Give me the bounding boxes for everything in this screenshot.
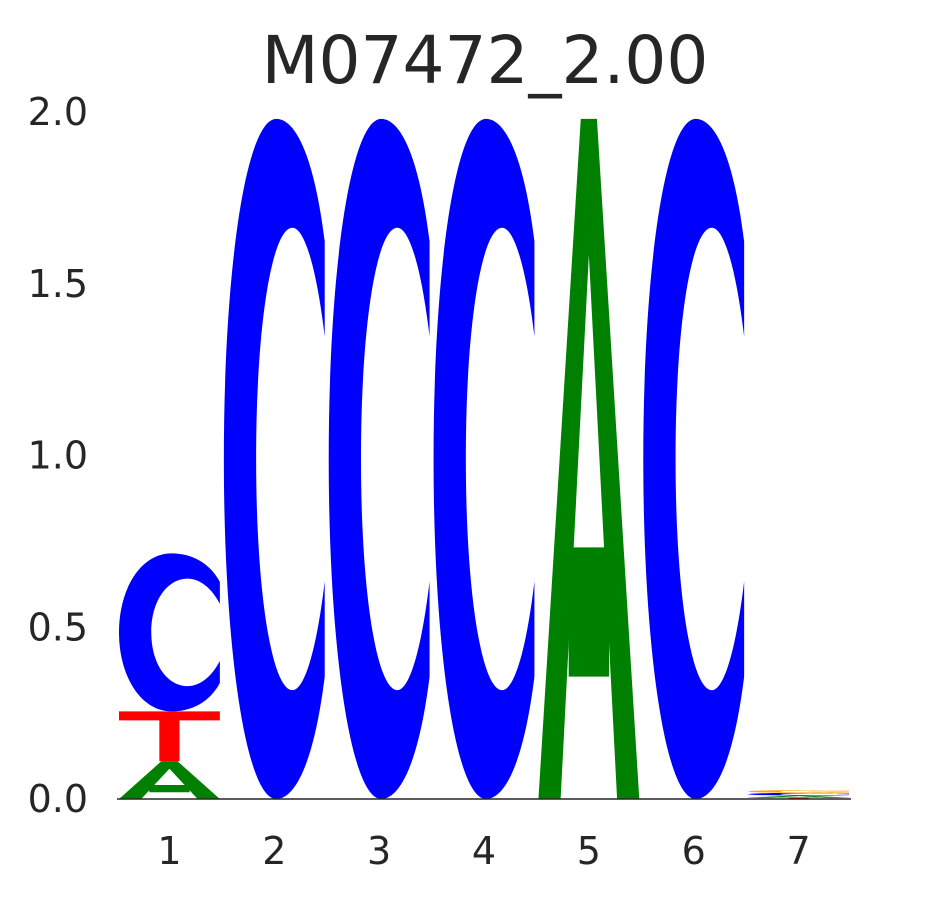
x-tick-label: 7 — [786, 829, 810, 873]
y-tick-label: 1.0 — [28, 434, 88, 478]
logo-letter-g — [748, 790, 849, 793]
x-tick-label: 6 — [682, 829, 706, 873]
x-tick-label: 2 — [262, 829, 286, 873]
logo-letter-c — [433, 118, 535, 800]
y-tick-label: 2.0 — [28, 90, 88, 134]
x-tick-label: 1 — [157, 829, 181, 873]
x-tick-label: 5 — [577, 829, 601, 873]
logo-letter-c — [748, 792, 849, 796]
logo-letter-c — [223, 118, 325, 800]
y-tick-label: 1.5 — [28, 262, 88, 306]
logo-letter-c — [119, 553, 220, 712]
y-axis-ticks: 0.0 0.5 1.0 1.5 2.0 — [28, 90, 88, 821]
x-tick-label: 4 — [472, 829, 496, 873]
logo-letter-c — [328, 118, 430, 800]
logo-letter-a — [119, 761, 220, 799]
logo-letter-c — [643, 118, 745, 800]
chart-title: M07472_2.00 — [261, 22, 709, 99]
y-tick-label: 0.0 — [28, 777, 88, 821]
logo-letters — [119, 118, 849, 800]
logo-letter-t — [119, 711, 220, 762]
logo-letter-a — [538, 118, 640, 800]
y-tick-label: 0.5 — [28, 605, 88, 649]
x-axis-ticks: 1 2 3 4 5 6 7 — [157, 829, 810, 873]
logo-letter-a — [748, 795, 849, 798]
x-tick-label: 3 — [367, 829, 391, 873]
